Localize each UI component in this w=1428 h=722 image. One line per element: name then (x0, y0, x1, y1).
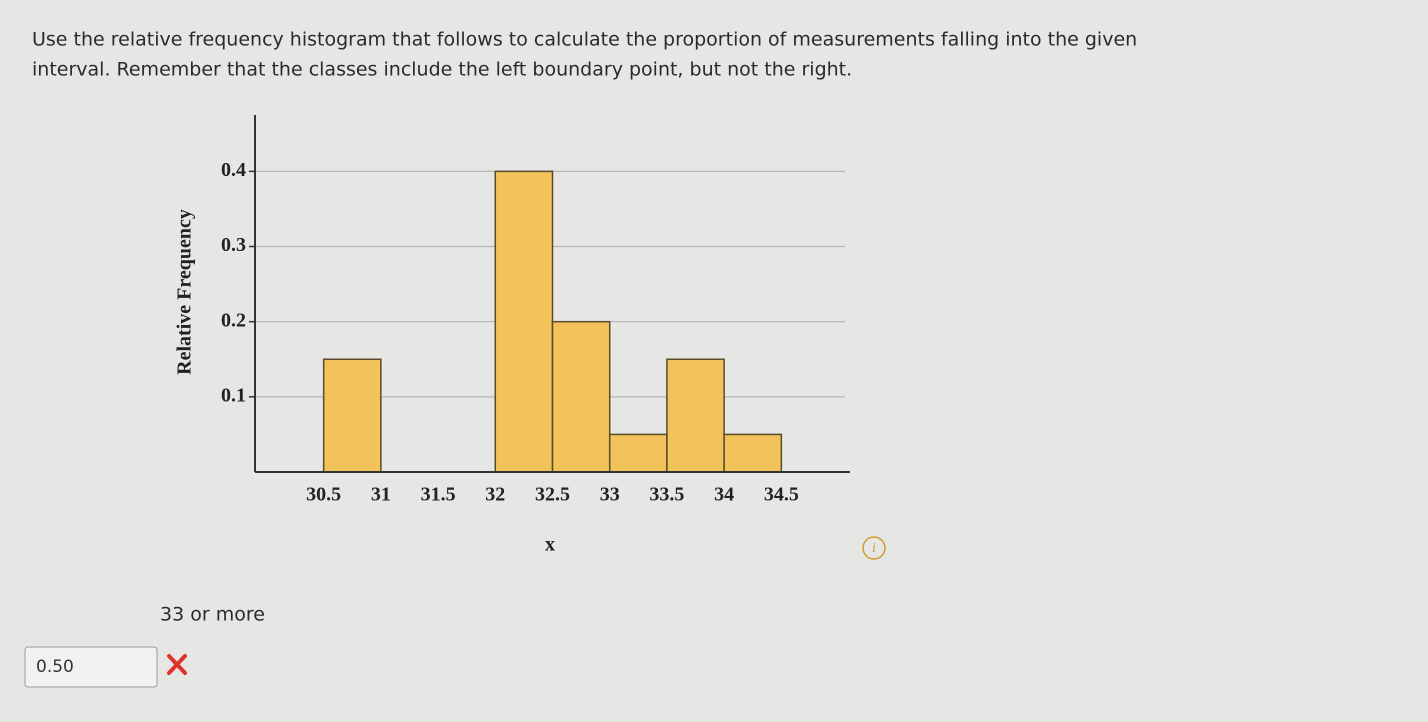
y-tick-label: 0.2 (221, 309, 246, 331)
info-icon[interactable] (862, 536, 886, 560)
bar (322, 358, 382, 473)
question-line: interval. Remember that the classes incl… (32, 59, 852, 81)
y-tick-label: 0.4 (221, 159, 246, 181)
bar (494, 170, 554, 473)
y-tick-label: 0.1 (221, 384, 246, 406)
x-tick-label: 34 (714, 484, 734, 506)
wrong-mark (167, 654, 187, 675)
x-tick-label: 31.5 (421, 484, 456, 506)
question-line: Use the relative frequency histogram tha… (32, 29, 1137, 51)
x-tick-label: 31 (371, 484, 391, 506)
y-tick-label: 0.3 (221, 234, 246, 256)
x-tick-label: 33.5 (649, 484, 684, 506)
x-tick-label: 32 (485, 484, 505, 506)
x-tick-label: 34.5 (764, 484, 799, 506)
y-axis-label: Relative Frequency (174, 209, 196, 375)
answer-input[interactable] (24, 646, 158, 688)
bar (608, 433, 668, 473)
bar (551, 320, 611, 473)
bar (723, 433, 783, 473)
x-tick-label: 32.5 (535, 484, 570, 506)
x-tick-label: 33 (600, 484, 620, 506)
x-tick-label: 30.5 (306, 484, 341, 506)
bar (666, 358, 725, 473)
info-icon-glyph: i (872, 541, 876, 556)
interval-label: 33 or more (160, 604, 265, 626)
x-axis-label: x (545, 534, 555, 556)
answer-value: 0.50 (36, 657, 74, 677)
